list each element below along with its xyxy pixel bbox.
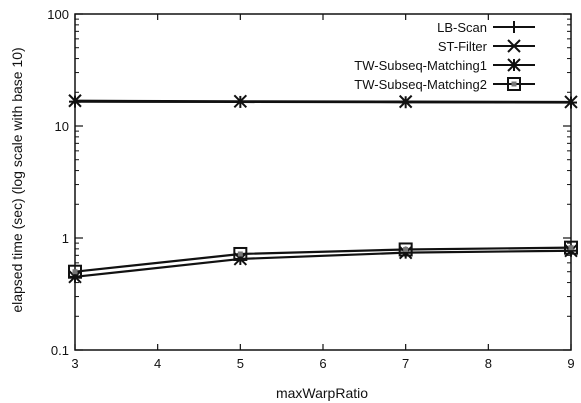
legend-label: LB-Scan	[437, 20, 487, 35]
legend-label: ST-Filter	[438, 39, 488, 54]
data-point	[564, 240, 578, 255]
x-tick-label: 6	[319, 356, 326, 371]
y-tick-label: 1	[62, 231, 69, 246]
marker-star	[507, 58, 521, 72]
data-point	[398, 94, 413, 109]
x-tick-label: 3	[71, 356, 78, 371]
y-tick-label: 100	[47, 7, 69, 22]
marker-plus	[508, 21, 520, 33]
x-tick-label: 5	[237, 356, 244, 371]
series-ST-Filter	[68, 94, 578, 109]
data-point	[68, 94, 82, 108]
legend: LB-Scan ST-Filter TW-Subseq-Matching1 TW-Su…	[354, 20, 535, 92]
legend-label: TW-Subseq-Matching2	[354, 77, 487, 92]
series-TW-Subseq-Matching2	[68, 240, 578, 279]
x-tick-label: 7	[402, 356, 409, 371]
marker-x	[507, 39, 521, 53]
data-point	[564, 95, 578, 109]
series-line	[74, 249, 572, 278]
series-layer	[68, 94, 578, 284]
data-point	[233, 94, 248, 109]
data-point	[233, 246, 248, 261]
series-line	[74, 246, 572, 273]
x-tick-label: 4	[154, 356, 161, 371]
x-tick-label: 9	[567, 356, 574, 371]
y-axis-label: elapsed time (sec) (log scale with base …	[9, 47, 25, 312]
axes: 3 4 5 6 7 8 9 0.1 1 10 100	[47, 7, 574, 371]
legend-label: TW-Subseq-Matching1	[354, 58, 487, 73]
data-point	[398, 242, 413, 257]
y-tick-label: 0.1	[51, 343, 69, 358]
x-axis-label: maxWarpRatio	[276, 385, 368, 401]
series-line	[74, 99, 572, 104]
y-tick-label: 10	[55, 119, 69, 134]
x-tick-label: 8	[485, 356, 492, 371]
data-point	[68, 264, 82, 279]
marker-square	[507, 77, 521, 91]
